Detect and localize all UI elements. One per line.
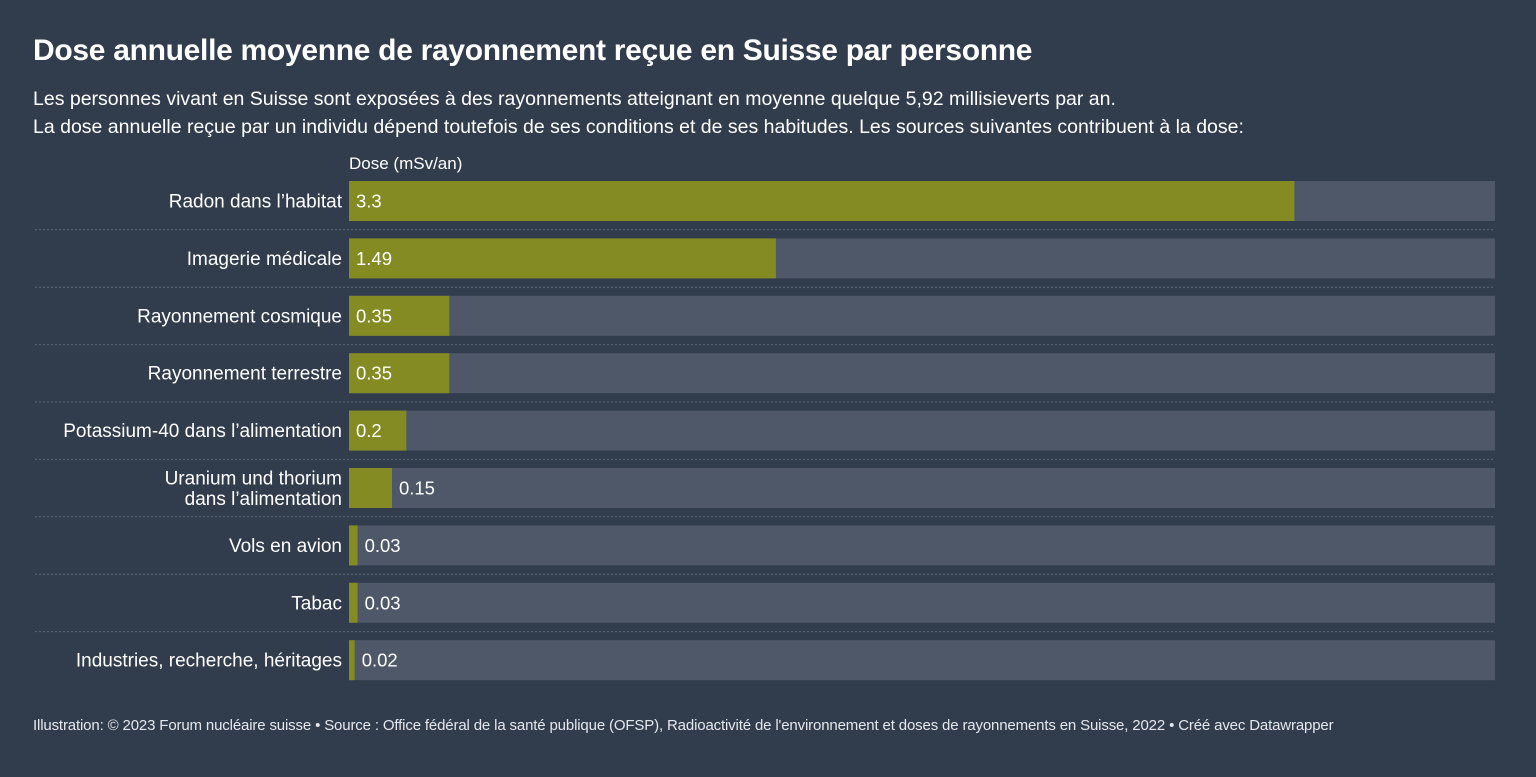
value-label: 0.35 — [356, 363, 392, 384]
chart-title: Dose annuelle moyenne de rayonnement reç… — [33, 34, 1033, 67]
category-label: Uranium und thorium dans l’alimentation — [165, 469, 342, 511]
bar — [349, 640, 355, 681]
category-label: Potassium-40 dans l’alimentation — [63, 421, 342, 442]
value-label: 0.35 — [356, 305, 392, 326]
value-label: 0.2 — [356, 420, 382, 441]
bar — [349, 238, 776, 279]
bar-track — [349, 640, 1495, 681]
category-label: Rayonnement cosmique — [137, 306, 342, 327]
value-label: 0.02 — [362, 650, 398, 671]
category-label: Vols en avion — [229, 536, 342, 557]
chart-description-line-2: La dose annuelle reçue par un individu d… — [33, 116, 1244, 138]
category-label: Tabac — [291, 593, 342, 614]
value-label: 0.03 — [365, 535, 401, 556]
source-footer: Illustration: © 2023 Forum nucléaire sui… — [33, 717, 1334, 734]
value-label: 1.49 — [356, 248, 392, 269]
bar — [349, 181, 1295, 221]
bar-track — [349, 295, 1495, 336]
bar — [349, 582, 358, 623]
bar-track — [349, 410, 1495, 451]
value-label: 0.03 — [365, 592, 401, 613]
bar — [349, 410, 407, 451]
bar-track — [349, 582, 1495, 623]
bar — [349, 353, 450, 394]
value-label: 3.3 — [356, 191, 382, 212]
category-label: Industries, recherche, héritages — [76, 651, 342, 672]
category-label: Rayonnement terrestre — [148, 364, 342, 385]
bar — [349, 295, 450, 336]
bar — [349, 468, 392, 508]
bar-track — [349, 525, 1495, 566]
category-label: Imagerie médicale — [187, 249, 342, 270]
value-label: 0.15 — [399, 478, 435, 499]
chart-description-line-1: Les personnes vivant en Suisse sont expo… — [33, 88, 1116, 110]
value-column-header: Dose (mSv/an) — [349, 154, 463, 173]
bar — [349, 525, 358, 566]
bar-track — [349, 468, 1495, 508]
bar-chart: Radon dans l’habitat 3.3 Imagerie médicale… — [35, 181, 1495, 681]
category-label: Radon dans l’habitat — [169, 192, 343, 213]
bar-track — [349, 353, 1495, 394]
